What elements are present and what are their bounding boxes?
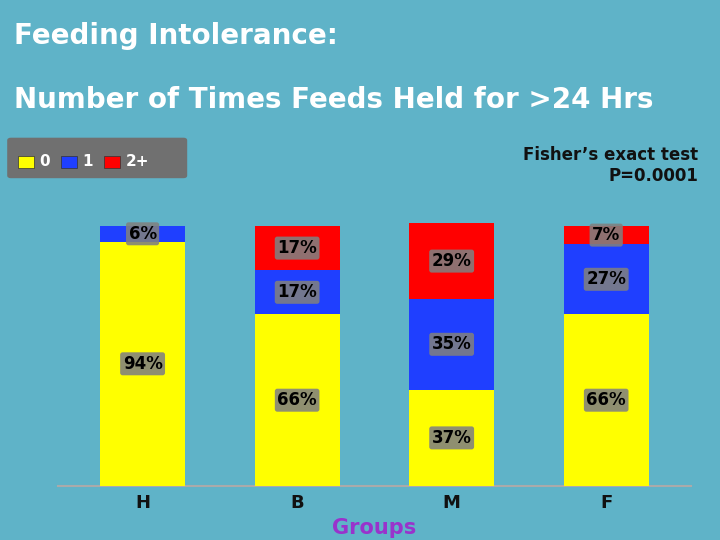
Text: Fisher’s exact test
P=0.0001: Fisher’s exact test P=0.0001: [523, 146, 698, 185]
Bar: [255, 270, 340, 314]
Text: 2+: 2+: [126, 154, 150, 169]
Bar: [100, 241, 185, 486]
Bar: [564, 314, 649, 486]
Bar: [255, 314, 340, 486]
Text: 17%: 17%: [277, 284, 317, 301]
Text: 94%: 94%: [122, 355, 163, 373]
Text: Number of Times Feeds Held for >24 Hrs: Number of Times Feeds Held for >24 Hrs: [14, 86, 654, 114]
Text: 29%: 29%: [432, 252, 472, 270]
Text: 1: 1: [83, 154, 94, 169]
Text: 0: 0: [40, 154, 50, 169]
Bar: [409, 224, 494, 299]
Bar: [409, 390, 494, 486]
Bar: [409, 299, 494, 390]
Bar: [255, 226, 340, 270]
Text: 37%: 37%: [432, 429, 472, 447]
Text: 66%: 66%: [277, 391, 317, 409]
X-axis label: Groups: Groups: [332, 518, 417, 538]
Bar: [564, 244, 649, 314]
Text: 27%: 27%: [586, 271, 626, 288]
Bar: [564, 226, 649, 244]
Text: 6%: 6%: [129, 225, 157, 243]
Text: 66%: 66%: [586, 391, 626, 409]
Bar: [100, 226, 185, 241]
Text: Feeding Intolerance:: Feeding Intolerance:: [14, 22, 338, 50]
Text: 7%: 7%: [592, 226, 621, 244]
Text: 35%: 35%: [432, 335, 472, 353]
Text: 17%: 17%: [277, 239, 317, 257]
